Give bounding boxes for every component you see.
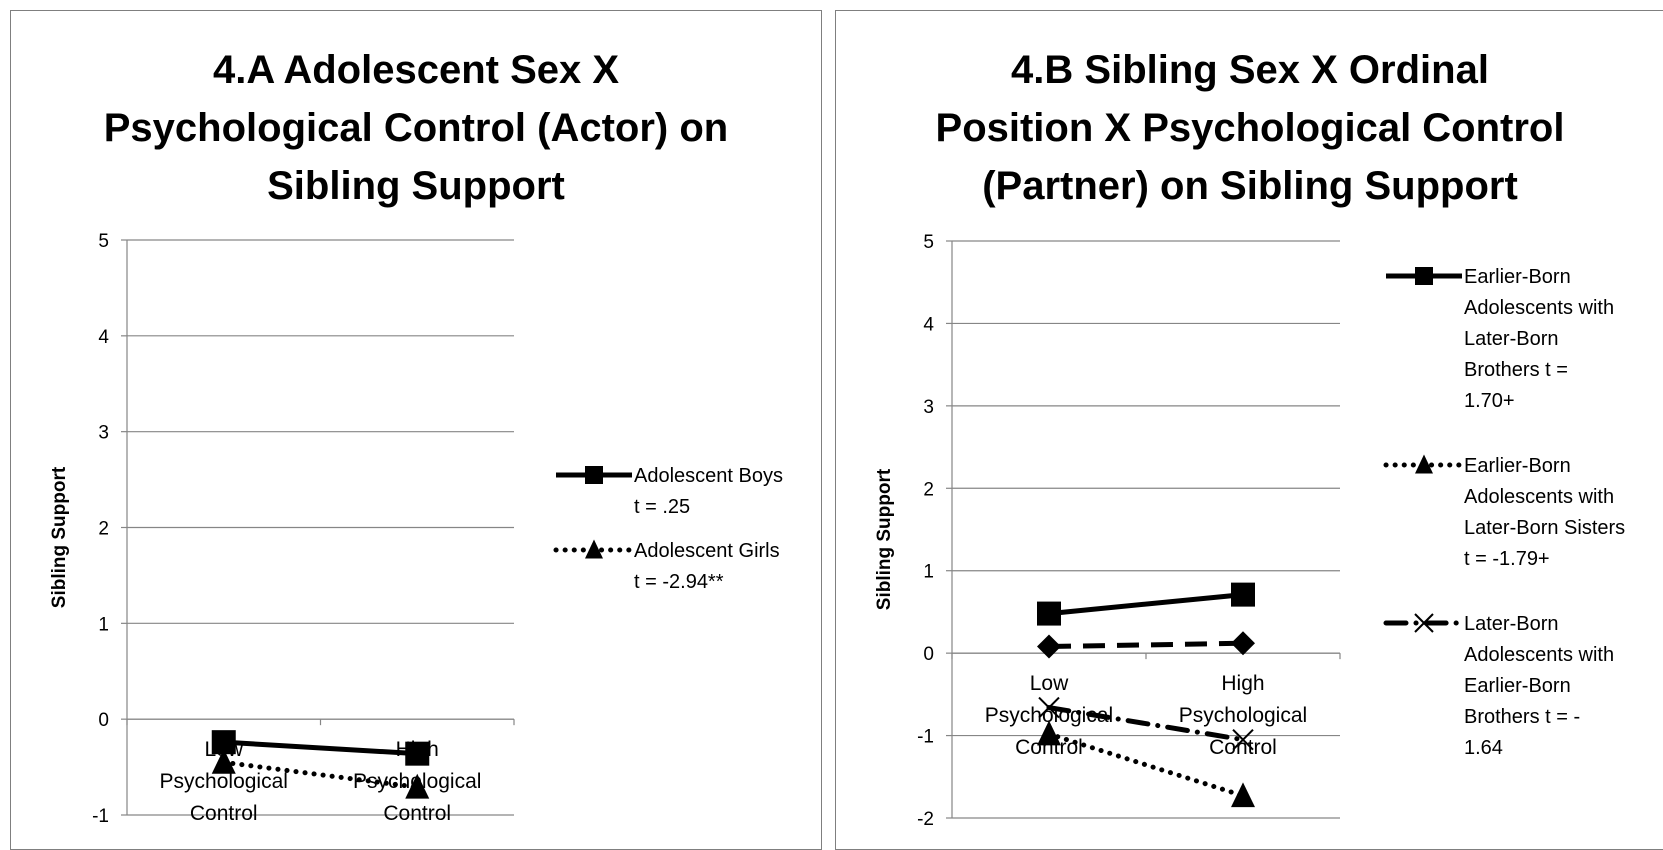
data-point: [405, 773, 430, 799]
series-line: [1048, 640, 1244, 650]
y-tick-label: -1: [92, 806, 109, 827]
legend-label: t = .25: [634, 496, 690, 518]
data-point: [211, 748, 236, 774]
y-tick-label: 2: [923, 479, 934, 500]
series-line: [223, 739, 418, 757]
y-tick-label: 5: [98, 231, 109, 252]
chart-panel-a: 4.A Adolescent Sex X Psychological Contr…: [10, 10, 822, 850]
y-tick-label: 0: [98, 710, 109, 731]
series-line: [1046, 731, 1246, 799]
legend-label: 1.70+: [1464, 390, 1515, 412]
y-tick-label: 1: [923, 562, 934, 583]
y-tick-label: 2: [98, 519, 109, 540]
legend-label: Earlier-Born: [1464, 675, 1571, 697]
legend-label: Adolescent Boys: [634, 465, 783, 487]
data-point: [1232, 728, 1254, 751]
legend-label: Adolescent Girls: [634, 540, 780, 562]
data-point: [1231, 782, 1255, 808]
legend-label: Earlier-Born: [1464, 266, 1571, 288]
legend-label: Adolescents with: [1464, 297, 1614, 319]
chart-title-b: 4.B Sibling Sex X Ordinal Position X Psy…: [836, 41, 1663, 215]
legend-label: Brothers t = -: [1464, 706, 1580, 728]
chart-title-a: 4.A Adolescent Sex X Psychological Contr…: [11, 41, 821, 215]
series-line: [1046, 705, 1246, 743]
x-tick-label: Psychological: [985, 704, 1113, 727]
legend-label: Earlier-Born: [1464, 455, 1571, 477]
chart-title-line: Psychological Control (Actor) on: [103, 106, 729, 150]
data-point: [1037, 601, 1061, 626]
x-tick-label: High: [1221, 672, 1264, 695]
legend-swatch-marker: [1415, 454, 1433, 474]
legend-label: 1.64: [1464, 737, 1503, 759]
y-tick-label: -2: [917, 809, 934, 830]
legend-swatch-marker: [1415, 267, 1433, 285]
data-point: [405, 741, 430, 766]
legend-label: Later-Born: [1464, 613, 1559, 635]
chart-title-line: 4.A Adolescent Sex X: [212, 48, 620, 92]
data-point: [1037, 634, 1061, 659]
legend-swatch-marker: [1414, 613, 1434, 633]
data-point: [1231, 582, 1255, 607]
chart-panel-b: 4.B Sibling Sex X Ordinal Position X Psy…: [835, 10, 1663, 850]
y-tick-label: 1: [98, 614, 109, 635]
legend-label: Later-Born: [1464, 328, 1559, 350]
x-tick-label: Control: [1209, 736, 1277, 759]
legend-label: Later-Born Sisters: [1464, 517, 1625, 539]
legend-label: Adolescents with: [1464, 486, 1614, 508]
series-line: [1048, 592, 1244, 617]
chart-title-line: Sibling Support: [267, 164, 565, 208]
data-point: [1231, 631, 1255, 656]
legend-label: t = -2.94**: [634, 571, 724, 593]
x-tick-label: Control: [383, 802, 451, 825]
data-point: [1038, 696, 1060, 719]
x-tick-label: Low: [1030, 672, 1069, 695]
data-point: [1037, 720, 1061, 746]
x-tick-label: Psychological: [1179, 704, 1307, 727]
y-tick-label: 3: [923, 397, 934, 418]
y-axis-label: Sibling Support: [49, 466, 70, 608]
y-axis-label: Sibling Support: [874, 468, 895, 610]
series-line: [221, 759, 420, 790]
y-tick-label: 0: [923, 644, 934, 665]
legend-label: Adolescents with: [1464, 644, 1614, 666]
chart-title-line: (Partner) on Sibling Support: [982, 164, 1518, 208]
x-tick-label: Control: [190, 802, 258, 825]
y-tick-label: -1: [917, 727, 934, 748]
legend-swatch-marker: [585, 539, 603, 559]
chart-title-line: Position X Psychological Control: [935, 106, 1565, 150]
y-tick-label: 4: [923, 314, 934, 335]
y-tick-label: 5: [923, 232, 934, 253]
x-tick-label: Psychological: [160, 770, 288, 793]
legend-label: Brothers t =: [1464, 359, 1568, 381]
chart-title-line: 4.B Sibling Sex X Ordinal: [1011, 48, 1489, 92]
legend-label: t = -1.79+: [1464, 548, 1550, 570]
y-tick-label: 4: [98, 327, 109, 348]
y-tick-label: 3: [98, 423, 109, 444]
legend-swatch-marker: [585, 466, 603, 484]
